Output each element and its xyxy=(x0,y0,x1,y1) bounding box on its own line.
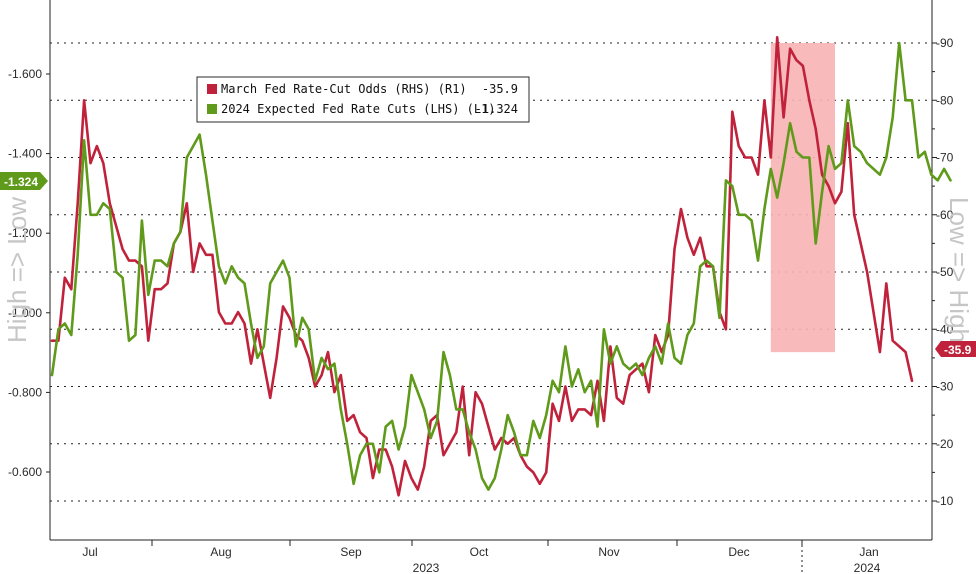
right-tick-label: -90 xyxy=(936,36,954,50)
right-tick-label: -60 xyxy=(936,208,954,222)
legend-label-green: 2024 Expected Fed Rate Cuts (LHS) (L1) xyxy=(221,102,496,116)
left-tick-label: -1.400 xyxy=(8,147,42,161)
left-axis-label: High => Low xyxy=(2,197,32,343)
right-tick-label: -30 xyxy=(936,380,954,394)
x-tick-label: Jul xyxy=(82,545,97,559)
right-tick-label: -40 xyxy=(936,322,954,336)
right-tick-label: -20 xyxy=(936,437,954,451)
svg-text:-1.324: -1.324 xyxy=(4,175,38,189)
right-axis-label: Low => High xyxy=(944,197,974,343)
right-tick-label: -50 xyxy=(936,265,954,279)
axes: -1.600 -1.400 -1.200 -1.000 -0.800 -0.600 -90 -… xyxy=(8,0,954,574)
x-tick-label: Dec xyxy=(728,545,749,559)
legend-label-red: March Fed Rate-Cut Odds (RHS) (R1) xyxy=(221,82,467,96)
series-layer xyxy=(50,35,952,497)
right-tick-label: -10 xyxy=(936,494,954,508)
right-tick-label: -70 xyxy=(936,151,954,165)
right-tick-label: -80 xyxy=(936,93,954,107)
legend: March Fed Rate-Cut Odds (RHS) (R1) -35.9… xyxy=(196,76,530,123)
svg-text:-35.9: -35.9 xyxy=(944,343,972,357)
x-tick-label: Sep xyxy=(340,545,362,559)
legend-value-red: -35.9 xyxy=(482,82,518,96)
x-tick-label: Nov xyxy=(598,545,619,559)
left-last-value-tag: -1.324 xyxy=(0,172,48,190)
legend-value-green: -1.324 xyxy=(475,102,518,116)
year-label-2023: 2023 xyxy=(413,561,440,574)
left-tick-label: -1.200 xyxy=(8,226,42,240)
left-tick-label: -1.000 xyxy=(8,306,42,320)
x-tick-label: Oct xyxy=(470,545,489,559)
x-tick-label: Jan xyxy=(859,545,878,559)
left-tick-label: -0.800 xyxy=(8,385,42,399)
series-line-expected-cuts xyxy=(50,41,952,491)
legend-box xyxy=(196,76,530,123)
series-line-march-odds xyxy=(50,35,914,497)
right-last-value-tag: -35.9 xyxy=(935,341,976,357)
legend-swatch-green xyxy=(207,104,217,114)
legend-swatch-red xyxy=(207,84,217,94)
left-tick-label: -0.600 xyxy=(8,465,42,479)
year-label-2024: 2024 xyxy=(854,561,881,574)
left-tick-label: -1.600 xyxy=(8,67,42,81)
x-tick-label: Aug xyxy=(210,545,231,559)
